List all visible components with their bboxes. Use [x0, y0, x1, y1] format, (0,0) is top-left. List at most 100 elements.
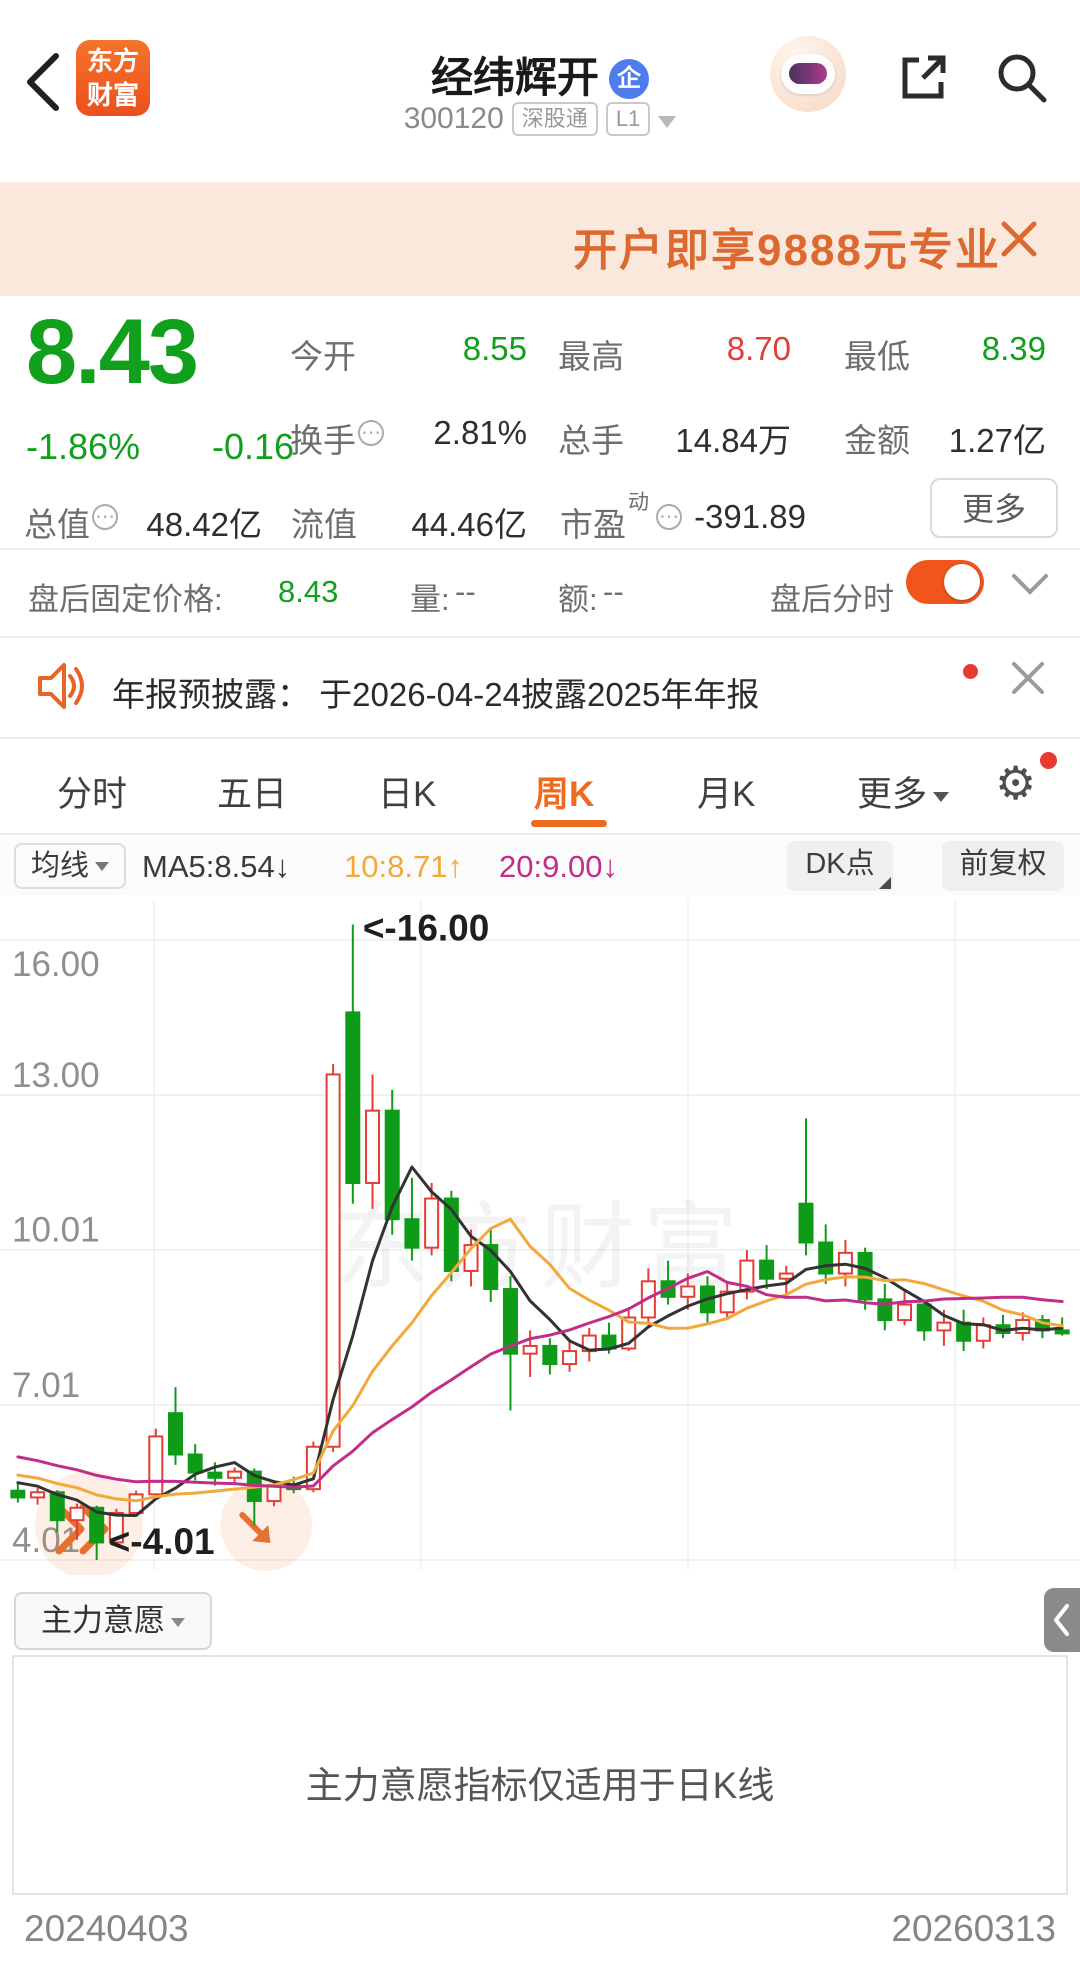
info-icon[interactable]: ⋯	[92, 504, 118, 530]
after-hours-label: 盘后固定价格:	[28, 582, 223, 617]
more-stats-button[interactable]: 更多	[930, 478, 1058, 538]
banner-close-icon[interactable]	[998, 218, 1040, 260]
indicator-selector-chip[interactable]: 主力意愿	[14, 1592, 212, 1650]
stock-name: 经纬辉开	[430, 54, 599, 101]
x-axis-start-date: 20240403	[24, 1908, 189, 1949]
divider	[0, 833, 1080, 835]
ma20-value: 20:9.00↓	[499, 849, 618, 884]
change-value: -0.16	[212, 426, 295, 467]
stat-value: 8.55	[462, 330, 527, 367]
active-tab-underline	[531, 820, 607, 827]
announcement-close-icon[interactable]	[1008, 658, 1048, 698]
speaker-icon	[38, 663, 84, 709]
chevron-down-icon	[171, 1618, 185, 1627]
x-axis-end-date: 20260313	[891, 1908, 1056, 1949]
pe-dynamic-sup: 动	[628, 491, 649, 514]
tab-more[interactable]: 更多	[857, 766, 950, 817]
ma5-value: MA5:8.54↓	[142, 849, 291, 884]
change-percent: -1.86%	[26, 426, 141, 467]
stat-value: 8.70	[726, 330, 791, 367]
stat-label: 今开	[290, 338, 356, 375]
chevron-down-icon	[95, 862, 109, 871]
assistant-robot-avatar[interactable]	[770, 36, 846, 112]
toggle-knob	[944, 564, 980, 600]
notification-dot	[963, 664, 978, 679]
svg-text:<-4.01: <-4.01	[109, 1521, 215, 1562]
after-hours-vol-label: 量:	[410, 582, 450, 617]
ma-selector-chip[interactable]: 均线	[14, 843, 126, 889]
stock-subtitle[interactable]: 300120 深股通 L1	[0, 102, 1080, 136]
after-hours-toggle[interactable]	[906, 560, 984, 604]
stat-value: -391.89	[694, 498, 806, 535]
svg-text:7.01: 7.01	[12, 1366, 80, 1405]
logo-line1: 东方	[86, 46, 139, 76]
gear-notification-dot	[1040, 752, 1057, 769]
indicator-panel: 主力意愿指标仅适用于日K线	[12, 1655, 1068, 1895]
indicator-message: 主力意愿指标仅适用于日K线	[305, 1765, 775, 1806]
level-badge: L1	[605, 102, 651, 136]
after-hours-toggle-label: 盘后分时	[770, 582, 894, 617]
tab-daily-k[interactable]: 日K	[378, 775, 437, 814]
tab-minute[interactable]: 分时	[57, 775, 128, 814]
chevron-down-icon[interactable]	[1008, 572, 1052, 598]
stat-label: 总值	[24, 506, 90, 543]
stat-label: 总手	[558, 422, 624, 459]
corner-triangle-icon	[879, 877, 891, 889]
stat-value: 44.46亿	[411, 506, 527, 543]
stat-label: 金额	[844, 422, 910, 459]
dk-point-button[interactable]: DK点	[787, 841, 893, 891]
tab-more-label: 更多	[857, 775, 928, 814]
stat-value: 8.39	[981, 330, 1046, 367]
collapse-side-tab[interactable]	[1044, 1588, 1080, 1652]
last-price: 8.43	[26, 301, 199, 403]
indicator-selector-label: 主力意愿	[41, 1603, 165, 1638]
stat-value: 48.42亿	[146, 506, 262, 543]
stat-value: 14.84万	[675, 422, 791, 459]
chevron-left-icon	[1054, 1604, 1069, 1636]
stat-value: 2.81%	[433, 414, 527, 451]
chevron-down-icon	[933, 792, 950, 802]
ma-selector-label: 均线	[30, 850, 89, 882]
after-hours-amt: --	[603, 574, 624, 609]
tab-monthly-k[interactable]: 月K	[697, 775, 756, 814]
after-hours-vol: --	[455, 574, 476, 609]
tab-5day[interactable]: 五日	[217, 775, 288, 814]
promo-text: 开户即享9888元专业	[573, 226, 1001, 275]
search-icon[interactable]	[992, 48, 1050, 106]
robot-visor	[789, 63, 827, 84]
stat-value: 1.27亿	[948, 422, 1046, 459]
gear-icon[interactable]: ⚙	[995, 757, 1037, 809]
promo-banner[interactable]: 开户即享9888元专业	[0, 182, 1080, 296]
eastmoney-logo[interactable]: 东方 财富	[76, 40, 150, 116]
ma-toolbar: 均线 MA5:8.54↓ 10:8.71↑ 20:9.00↓ DK点 前复权	[0, 835, 1080, 895]
forward-adjust-button[interactable]: 前复权	[942, 841, 1064, 891]
svg-text:<-16.00: <-16.00	[363, 907, 490, 948]
announcement-text: 年报预披露： 于2026-04-24披露2025年年报	[112, 676, 760, 713]
stock-title: 经纬辉开企	[0, 44, 1080, 105]
stat-label: 换手	[290, 422, 356, 459]
info-icon[interactable]: ⋯	[656, 504, 682, 530]
after-hours-amt-label: 额:	[558, 582, 598, 617]
stat-label: 最高	[558, 338, 624, 375]
svg-text:16.00: 16.00	[12, 945, 100, 984]
logo-line2: 财富	[86, 80, 139, 110]
enterprise-badge[interactable]: 企	[609, 59, 649, 99]
market-badge: 深股通	[511, 102, 598, 136]
share-icon[interactable]	[895, 48, 953, 106]
svg-text:10.01: 10.01	[12, 1211, 100, 1250]
divider	[0, 737, 1080, 739]
tab-weekly-k[interactable]: 周K	[534, 775, 595, 814]
stat-label: 市盈	[560, 506, 626, 543]
divider	[0, 548, 1080, 550]
divider	[0, 636, 1080, 638]
robot-head	[781, 54, 835, 94]
after-hours-price: 8.43	[278, 574, 339, 609]
info-icon[interactable]: ⋯	[358, 420, 384, 446]
svg-text:13.00: 13.00	[12, 1056, 100, 1095]
chevron-down-icon[interactable]	[658, 116, 677, 128]
ma10-value: 10:8.71↑	[344, 849, 463, 884]
stat-label: 流值	[291, 506, 357, 543]
back-icon[interactable]	[22, 50, 66, 114]
